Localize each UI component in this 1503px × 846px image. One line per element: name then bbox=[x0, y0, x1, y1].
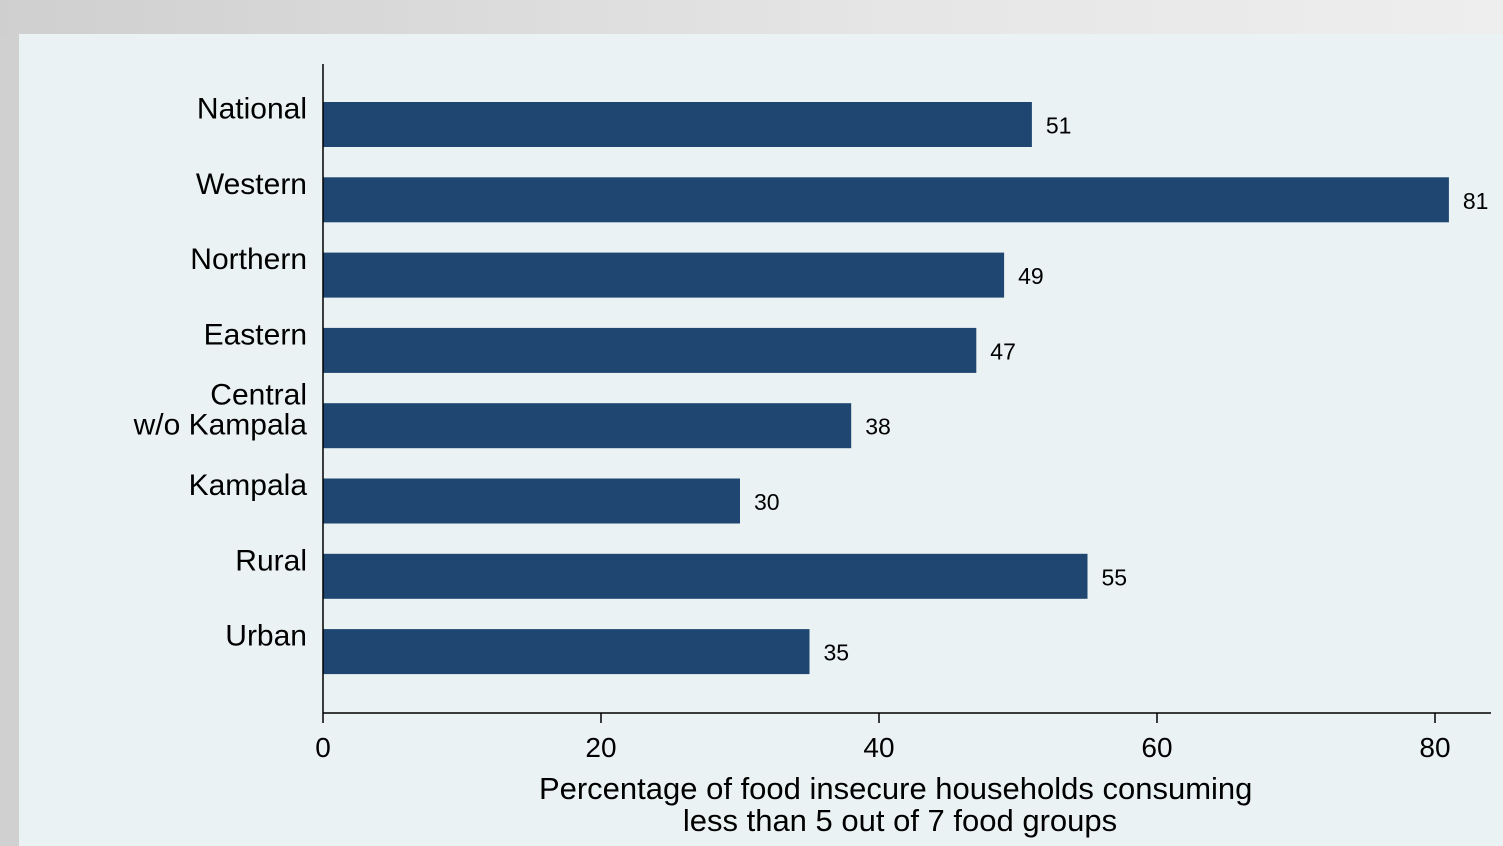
x-tick-label-40: 40 bbox=[863, 732, 894, 763]
category-label-western: Western bbox=[196, 168, 307, 201]
category-label-northern: Northern bbox=[190, 243, 307, 276]
value-label-northern: 49 bbox=[1018, 263, 1044, 289]
x-axis-title: Percentage of food insecure households c… bbox=[539, 771, 1261, 838]
value-label-kampala: 30 bbox=[754, 489, 780, 515]
window-left-shade bbox=[0, 34, 19, 846]
bar-northern bbox=[323, 252, 1005, 298]
bar-western bbox=[323, 177, 1449, 223]
category-label-national: National bbox=[197, 93, 307, 126]
x-tick-label-80: 80 bbox=[1419, 732, 1450, 763]
bar-eastern bbox=[323, 327, 977, 373]
category-label-central-w-o-kampala: Central w/o Kampala bbox=[133, 379, 308, 442]
x-tick-labels-layer: 0 20 40 60 80 bbox=[315, 732, 1450, 763]
window-top-shade bbox=[0, 0, 1503, 34]
value-label-rural: 55 bbox=[1102, 564, 1128, 590]
category-labels-layer: National Western Northern Eastern Central w/o… bbox=[133, 93, 308, 653]
category-label-rural: Rural bbox=[235, 544, 307, 577]
bar-kampala bbox=[323, 478, 740, 524]
bar-rural bbox=[323, 553, 1088, 599]
x-tick-label-20: 20 bbox=[585, 732, 616, 763]
x-tick-label-0: 0 bbox=[315, 732, 331, 763]
category-label-eastern: Eastern bbox=[204, 318, 307, 351]
value-label-urban: 35 bbox=[824, 640, 850, 666]
bars-layer bbox=[323, 102, 1449, 675]
x-ticks-layer bbox=[322, 713, 1436, 723]
value-label-central-w-o-kampala: 38 bbox=[865, 414, 891, 440]
x-axis-title-line-2: less than 5 out of 7 food groups bbox=[683, 803, 1117, 838]
value-label-eastern: 47 bbox=[990, 338, 1016, 364]
bar-urban bbox=[323, 629, 810, 675]
value-label-national: 51 bbox=[1046, 113, 1072, 139]
category-label-kampala: Kampala bbox=[189, 469, 308, 502]
x-tick-label-60: 60 bbox=[1141, 732, 1172, 763]
bar-national bbox=[323, 102, 1032, 147]
x-axis-title-line-1: Percentage of food insecure households c… bbox=[539, 771, 1252, 806]
value-labels-layer: 51 81 49 47 38 30 55 35 bbox=[754, 113, 1488, 666]
bar-central-w-o-kampala bbox=[323, 403, 852, 449]
value-label-western: 81 bbox=[1463, 188, 1489, 214]
category-label-urban: Urban bbox=[225, 620, 307, 653]
